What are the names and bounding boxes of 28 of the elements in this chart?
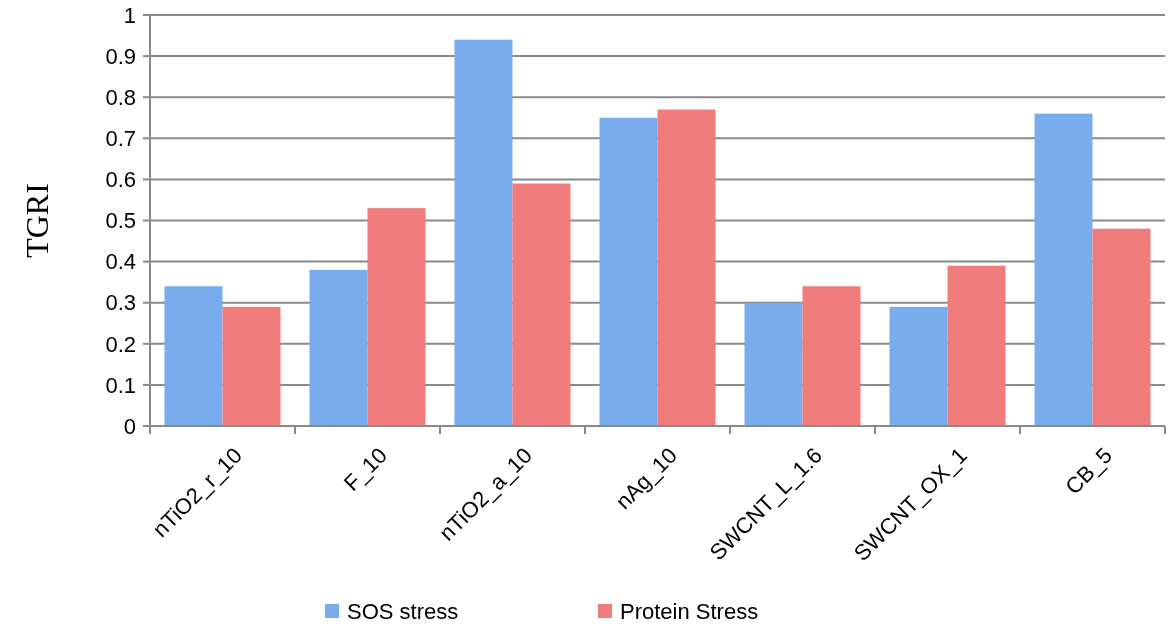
bar [947,265,1006,426]
y-axis-title: TGRI [19,183,55,258]
bar [367,208,426,426]
bar [309,269,368,426]
bar [802,286,861,426]
bar [512,183,571,426]
y-tick-label: 0.7 [105,126,136,151]
y-tick-label: 0 [123,413,136,439]
bar [454,39,513,426]
y-tick-label: 0.1 [105,372,136,398]
y-tick-label: 0.2 [105,331,136,357]
y-tick-label: 0.9 [105,43,136,69]
legend-label: SOS stress [347,598,459,624]
bar [657,109,716,426]
bar [222,306,281,426]
y-tick-label: 0.6 [105,167,136,193]
bar [599,117,658,426]
y-tick-label: 0.4 [105,249,136,275]
y-tick-label: 0.8 [105,84,136,110]
bar [164,286,223,426]
bar [1034,113,1093,426]
bar [744,302,803,426]
bar [889,306,948,426]
y-tick-label: 0.3 [105,290,136,316]
legend-label: Protein Stress [620,598,759,624]
bar [1092,228,1151,426]
y-tick-label: 0.5 [105,208,136,234]
y-tick-label: 1 [123,2,136,28]
